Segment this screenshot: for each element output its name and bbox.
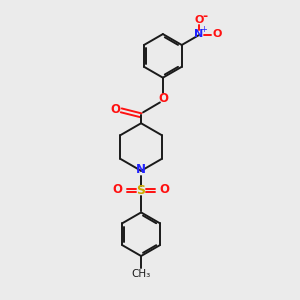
Text: N: N [136, 163, 146, 176]
Text: -: - [202, 10, 207, 23]
Text: CH₃: CH₃ [131, 269, 151, 279]
Text: O: O [110, 103, 120, 116]
Text: N: N [194, 29, 203, 39]
Text: O: O [212, 29, 221, 39]
Text: O: O [194, 15, 204, 25]
Text: +: + [200, 25, 207, 34]
Text: O: O [112, 183, 122, 196]
Text: O: O [158, 92, 168, 105]
Text: S: S [136, 184, 146, 197]
Text: O: O [160, 183, 170, 196]
